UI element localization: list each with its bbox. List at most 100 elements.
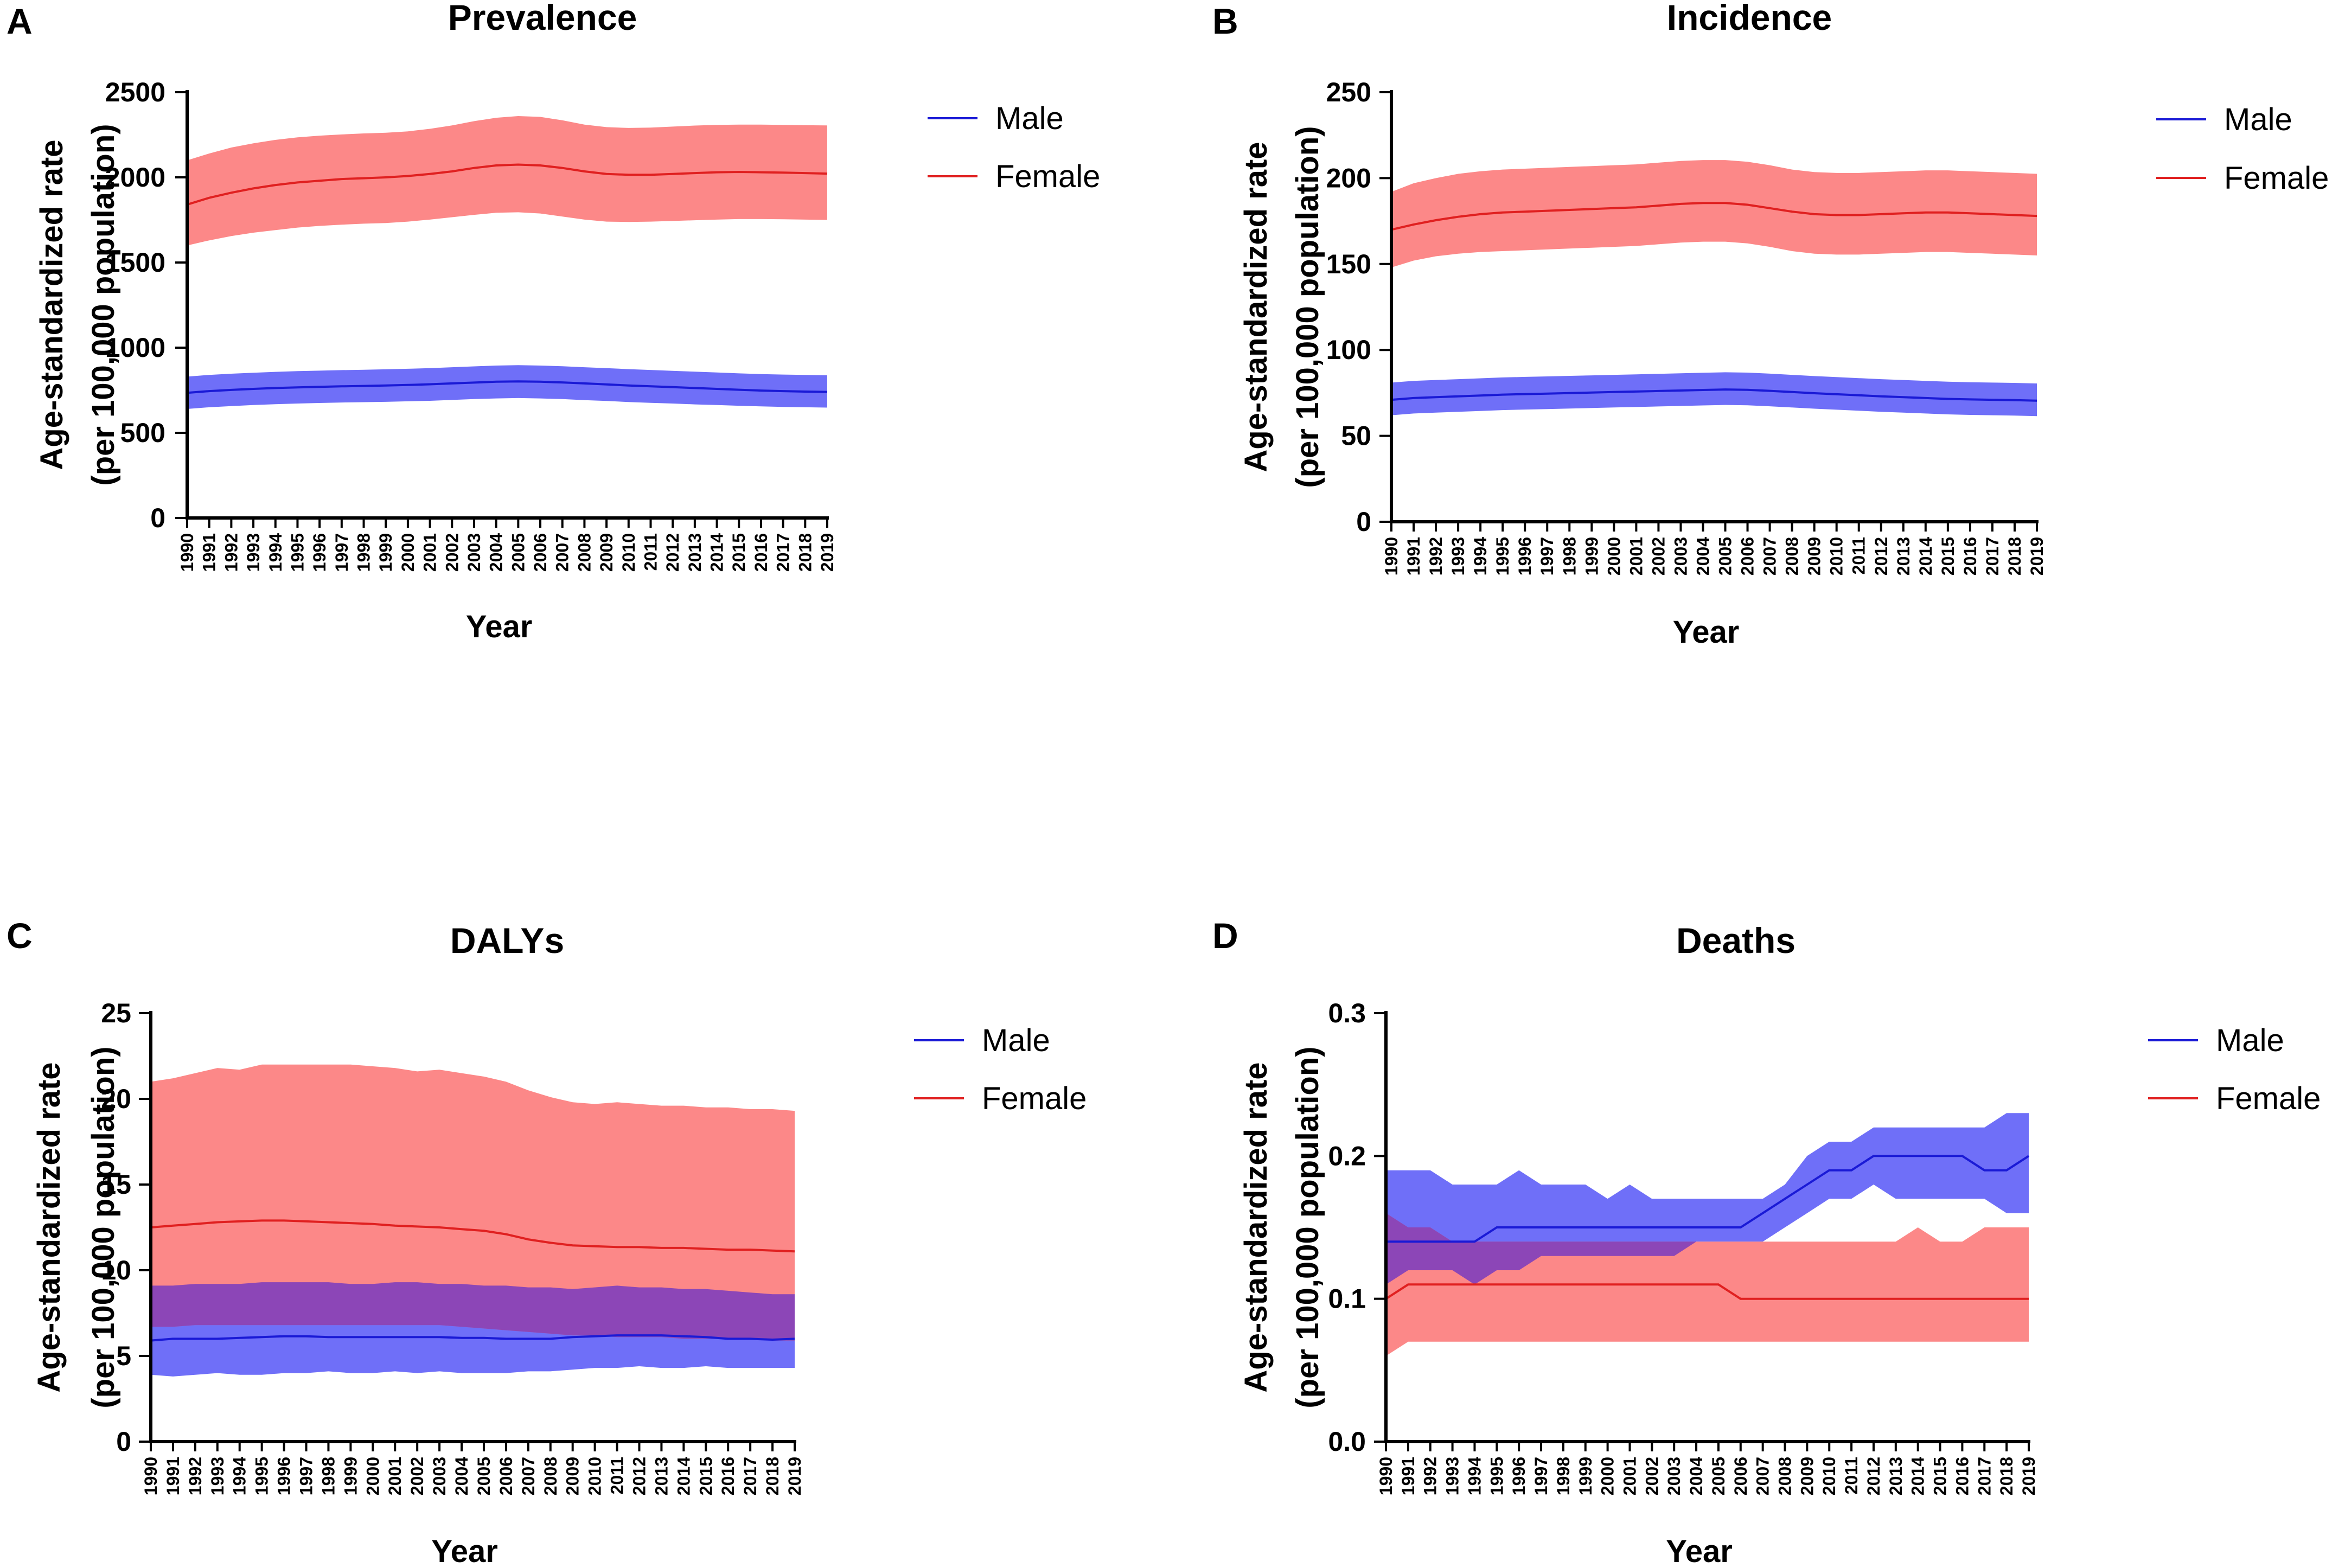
x-tick-label: 2011	[641, 533, 661, 571]
x-tick-label: 2018	[2005, 537, 2024, 575]
x-tick-label: 2019	[2019, 1457, 2039, 1495]
panel-letter: D	[1212, 916, 1238, 956]
x-tick-label: 2008	[1782, 537, 1802, 575]
panel-c: C DALYs 0 5 10 15 20 25 1990 1991 1992 1993 1994 1995…	[7, 916, 1087, 1568]
x-tick-label: 2008	[1775, 1457, 1795, 1495]
legend-label-male: Male	[995, 101, 1064, 136]
x-tick-label: 2017	[774, 533, 793, 572]
series-line-female	[150, 1219, 795, 1253]
x-tick-label: 2005	[474, 1457, 494, 1495]
y-axis-title: Age-standardized rate	[31, 1062, 67, 1392]
x-tick-label: 2018	[795, 533, 815, 572]
x-tick-label: 2016	[751, 533, 771, 572]
ci-band-female	[187, 116, 827, 246]
series-line-female	[1385, 1283, 2029, 1300]
x-tick-label: 1994	[230, 1457, 250, 1495]
x-tick-label: 2006	[1738, 537, 1758, 575]
x-tick-label: 1990	[141, 1457, 161, 1495]
y-tick-label: 5	[116, 1341, 131, 1371]
x-tick-label: 1990	[177, 533, 197, 572]
y-tick-label: 100	[1326, 335, 1371, 365]
x-tick-label: 2003	[1664, 1457, 1684, 1495]
x-tick-label: 2009	[1797, 1457, 1817, 1495]
x-tick-label: 1998	[1560, 537, 1579, 575]
x-tick-label: 2016	[1952, 1457, 1972, 1495]
x-tick-label: 2001	[385, 1457, 405, 1495]
x-tick-label: 2009	[1805, 537, 1824, 575]
legend-label-male: Male	[982, 1023, 1050, 1058]
y-axis-title: Age-standardized rate	[34, 139, 69, 470]
x-tick-label: 2004	[452, 1457, 471, 1495]
x-tick-label: 1994	[266, 533, 285, 572]
x-tick-label: 2012	[663, 533, 682, 572]
x-tick-label: 2007	[1753, 1457, 1773, 1495]
x-tick-label: 1992	[1426, 537, 1446, 575]
x-axis-title: Year	[1673, 615, 1740, 650]
y-tick-label: 0	[150, 503, 165, 533]
x-tick-label: 2002	[1648, 537, 1668, 575]
x-tick-label: 1999	[1582, 537, 1601, 575]
x-tick-label: 2000	[1598, 1457, 1618, 1495]
x-tick-label: 2011	[608, 1457, 627, 1494]
legend-label-female: Female	[2224, 161, 2329, 196]
x-tick-label: 2019	[817, 533, 837, 572]
x-tick-label: 2015	[1938, 537, 1958, 575]
x-tick-label: 2003	[464, 533, 484, 572]
legend-label-male: Male	[2224, 102, 2292, 137]
y-tick-label: 0	[1356, 507, 1371, 537]
x-tick-label: 1998	[318, 1457, 338, 1495]
x-axis-title: Year	[431, 1534, 498, 1568]
x-tick-label: 1997	[332, 533, 352, 572]
y-tick-label: 2000	[105, 162, 165, 193]
x-tick-label: 2014	[674, 1457, 693, 1495]
y-axis-title: (per 100,000 population)	[1290, 1046, 1325, 1408]
x-axis-title: Year	[1666, 1534, 1733, 1568]
x-tick-label: 2013	[1894, 537, 1913, 575]
x-tick-label: 1997	[1531, 1457, 1551, 1495]
series-line-male	[187, 380, 828, 394]
x-tick-label: 1995	[287, 533, 307, 572]
x-tick-label: 2001	[1620, 1457, 1640, 1495]
x-tick-label: 1992	[186, 1457, 205, 1495]
y-tick-label: 250	[1326, 77, 1371, 107]
y-tick-label: 150	[1326, 249, 1371, 279]
panel-letter: B	[1212, 1, 1238, 41]
x-tick-label: 1996	[1515, 537, 1535, 575]
y-tick-label: 2500	[105, 77, 165, 107]
x-tick-label: 1990	[1382, 537, 1401, 575]
legend-label-female: Female	[2216, 1081, 2321, 1116]
x-axis-title: Year	[466, 609, 533, 644]
series-line-female	[1391, 202, 2037, 231]
x-tick-label: 2005	[1716, 537, 1735, 575]
x-tick-label: 2010	[1819, 1457, 1839, 1495]
x-tick-label: 2017	[740, 1457, 760, 1495]
y-tick-label: 20	[101, 1084, 131, 1114]
x-tick-label: 2007	[519, 1457, 538, 1495]
x-tick-label: 2002	[442, 533, 462, 572]
x-tick-label: 1994	[1471, 537, 1490, 575]
x-tick-label: 2017	[1975, 1457, 1994, 1495]
x-tick-label: 2013	[651, 1457, 671, 1495]
y-tick-label: 0.2	[1328, 1141, 1366, 1171]
x-tick-label: 1993	[244, 533, 263, 572]
x-tick-label: 1996	[1509, 1457, 1529, 1495]
x-tick-label: 2015	[729, 533, 749, 572]
x-tick-label: 2011	[1842, 1457, 1861, 1494]
x-tick-label: 1993	[1443, 1457, 1462, 1495]
x-tick-label: 2016	[1960, 537, 1980, 575]
x-tick-label: 1993	[208, 1457, 227, 1495]
x-tick-label: 2015	[696, 1457, 715, 1495]
y-axis-title: (per 100,000 population)	[86, 124, 121, 485]
series-line-male	[1391, 388, 2037, 402]
x-tick-label: 2005	[1709, 1457, 1728, 1495]
x-tick-label: 2002	[1642, 1457, 1662, 1495]
y-axis-title: Age-standardized rate	[1238, 142, 1274, 472]
x-tick-label: 2014	[1908, 1457, 1928, 1495]
panel-letter: A	[7, 1, 33, 41]
x-tick-label: 1993	[1448, 537, 1468, 575]
x-tick-label: 1991	[1398, 1457, 1418, 1495]
y-tick-label: 50	[1341, 421, 1371, 451]
